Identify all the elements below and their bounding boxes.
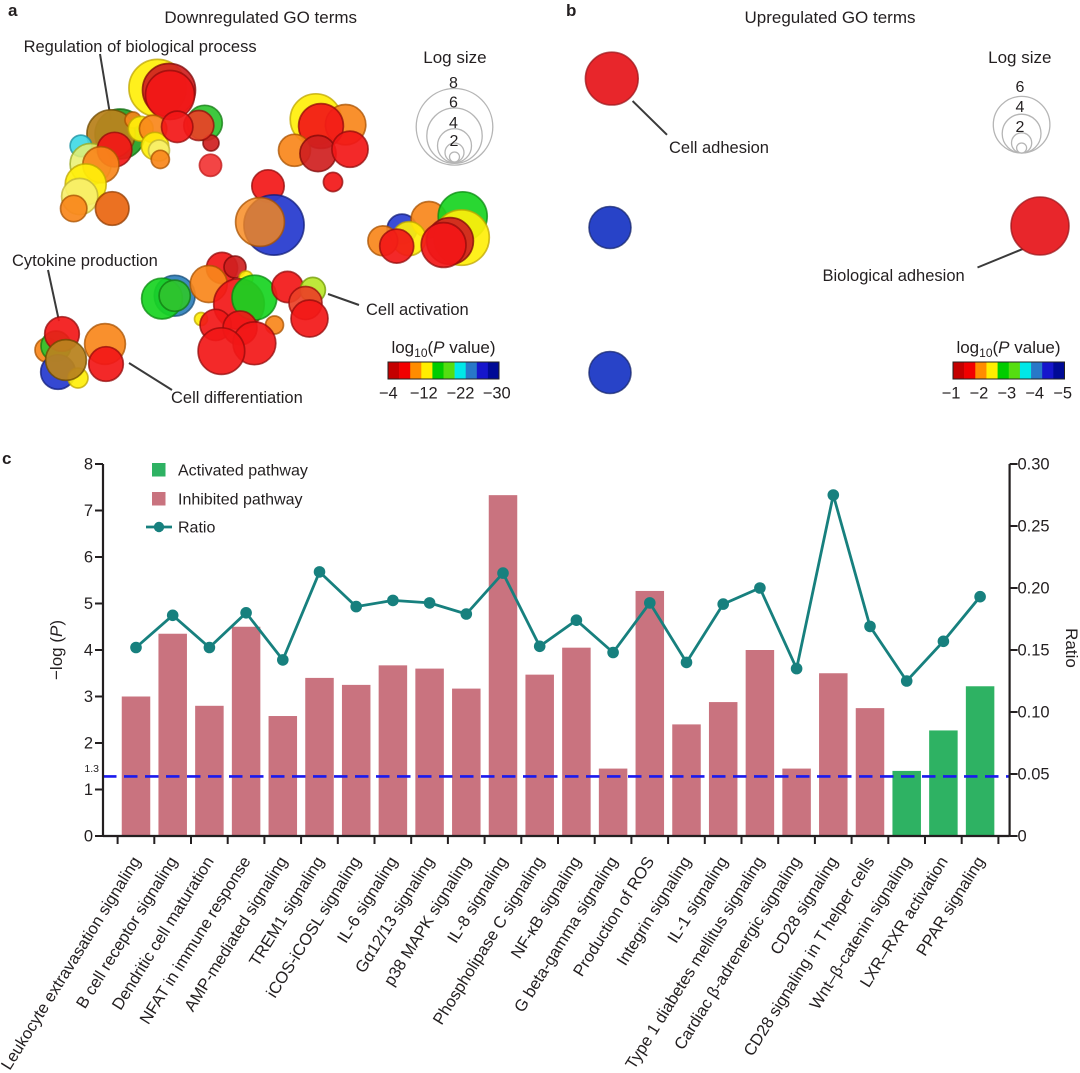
svg-text:Inhibited pathway: Inhibited pathway <box>178 492 303 509</box>
svg-text:b: b <box>566 1 576 20</box>
svg-text:−30: −30 <box>483 385 511 403</box>
svg-text:Ratio: Ratio <box>178 520 215 537</box>
svg-text:0.20: 0.20 <box>1018 580 1050 598</box>
svg-text:Cell activation: Cell activation <box>366 301 469 319</box>
svg-text:−4: −4 <box>1025 385 1044 403</box>
svg-text:Downregulated GO terms: Downregulated GO terms <box>164 8 357 27</box>
svg-text:8: 8 <box>84 456 93 474</box>
svg-text:0: 0 <box>84 828 93 846</box>
svg-text:4: 4 <box>84 642 93 660</box>
svg-text:a: a <box>8 1 18 20</box>
svg-text:−log (P): −log (P) <box>47 620 66 680</box>
svg-text:6: 6 <box>449 95 458 112</box>
svg-text:Upregulated GO terms: Upregulated GO terms <box>744 8 915 27</box>
svg-text:log10(P value): log10(P value) <box>956 338 1060 360</box>
svg-text:0.30: 0.30 <box>1018 456 1050 474</box>
svg-text:0.10: 0.10 <box>1018 704 1050 722</box>
svg-text:0.15: 0.15 <box>1018 642 1050 660</box>
svg-text:−22: −22 <box>447 385 475 403</box>
svg-text:0.25: 0.25 <box>1018 518 1050 536</box>
svg-text:Cell differentiation: Cell differentiation <box>171 389 303 407</box>
svg-text:0: 0 <box>1018 828 1027 846</box>
svg-text:Activated pathway: Activated pathway <box>178 463 308 480</box>
svg-text:6: 6 <box>84 549 93 567</box>
svg-text:Ratio: Ratio <box>1062 628 1080 668</box>
svg-text:7: 7 <box>84 502 93 520</box>
svg-text:Log size: Log size <box>423 48 486 67</box>
svg-text:Cell adhesion: Cell adhesion <box>669 139 769 157</box>
svg-text:−3: −3 <box>997 385 1016 403</box>
svg-text:5: 5 <box>84 595 93 613</box>
svg-text:−2: −2 <box>969 385 988 403</box>
svg-text:8: 8 <box>449 75 458 92</box>
svg-text:3: 3 <box>84 688 93 706</box>
svg-text:c: c <box>2 449 11 468</box>
svg-text:Log size: Log size <box>988 48 1051 67</box>
svg-text:Cytokine production: Cytokine production <box>12 252 158 270</box>
svg-text:2: 2 <box>84 735 93 753</box>
svg-text:0.05: 0.05 <box>1018 766 1050 784</box>
svg-text:6: 6 <box>1016 79 1025 96</box>
svg-text:1.3: 1.3 <box>84 763 99 775</box>
svg-text:4: 4 <box>1016 99 1025 116</box>
svg-text:1: 1 <box>84 781 93 799</box>
svg-text:−4: −4 <box>379 385 398 403</box>
svg-text:Regulation of biological proce: Regulation of biological process <box>24 38 257 56</box>
svg-text:−5: −5 <box>1053 385 1072 403</box>
svg-text:−12: −12 <box>410 385 438 403</box>
svg-text:−1: −1 <box>942 385 961 403</box>
svg-text:2: 2 <box>450 133 459 150</box>
svg-text:2: 2 <box>1016 119 1025 136</box>
svg-text:log10(P value): log10(P value) <box>391 338 495 360</box>
svg-text:4: 4 <box>449 115 458 132</box>
svg-text:Biological adhesion: Biological adhesion <box>823 267 965 285</box>
